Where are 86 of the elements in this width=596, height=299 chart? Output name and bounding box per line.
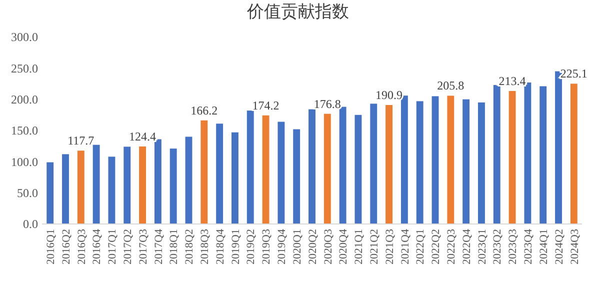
data-label: 213.4	[498, 74, 526, 88]
x-tick-label: 2019Q2	[245, 229, 258, 264]
x-tick-label: 2024Q3	[568, 228, 581, 264]
x-tick-label: 2016Q1	[44, 229, 57, 264]
bar	[92, 144, 100, 224]
x-tick-label: 2020Q4	[338, 228, 350, 264]
y-tick-label: 250.0	[11, 61, 38, 76]
x-tick-label: 2016Q2	[60, 229, 72, 264]
x-tick-label: 2024Q1	[538, 229, 550, 264]
x-tick-label: 2016Q3	[76, 228, 88, 264]
bar	[246, 110, 254, 224]
x-tick-label: 2021Q1	[353, 229, 366, 264]
y-tick-label: 100.0	[11, 154, 38, 169]
x-tick-label: 2018Q1	[168, 229, 180, 264]
data-label: 205.8	[437, 78, 464, 93]
data-label: 117.7	[68, 134, 94, 148]
bar	[493, 84, 500, 224]
bar	[46, 162, 54, 224]
x-tick-label: 2017Q1	[106, 229, 119, 264]
x-tick-label: 2017Q3	[137, 228, 150, 264]
bar	[108, 156, 116, 224]
bar	[139, 146, 146, 224]
bar	[200, 120, 208, 224]
x-tick-label: 2023Q4	[522, 228, 535, 264]
x-tick-label: 2022Q4	[460, 228, 473, 264]
bar	[570, 84, 578, 224]
x-tick-label: 2017Q4	[152, 228, 165, 264]
x-tick-label: 2020Q3	[322, 228, 334, 264]
x-tick-label: 2019Q1	[230, 229, 242, 264]
bar	[216, 124, 224, 224]
bar	[154, 139, 162, 224]
bar	[370, 104, 378, 224]
bar	[293, 129, 300, 224]
x-tick-label: 2023Q2	[492, 229, 504, 264]
bar	[232, 132, 238, 224]
bar	[170, 148, 177, 224]
x-tick-label: 2023Q3	[507, 228, 520, 264]
chart-title: 价值贡献指数	[246, 2, 349, 22]
bar	[508, 90, 516, 224]
bar	[354, 114, 362, 224]
bar	[308, 109, 316, 224]
bar	[555, 71, 562, 224]
bar	[478, 102, 485, 224]
bar	[416, 101, 424, 224]
bar	[62, 154, 69, 224]
data-label: 166.2	[190, 103, 218, 118]
bar	[324, 114, 331, 224]
x-tick-label: 2022Q3	[446, 228, 458, 264]
bar	[386, 105, 392, 224]
data-label: 174.2	[252, 98, 280, 112]
data-label: 176.8	[314, 96, 341, 111]
bar	[447, 96, 454, 224]
y-tick-label: 50.0	[17, 186, 38, 200]
x-tick-label: 2024Q2	[553, 229, 566, 264]
x-tick-label: 2022Q2	[430, 229, 442, 264]
x-tick-label: 2016Q4	[91, 228, 104, 264]
x-tick-label: 2023Q1	[476, 229, 488, 264]
x-tick-label: 2018Q3	[199, 228, 212, 264]
bar	[185, 136, 192, 224]
bar	[540, 86, 547, 224]
x-tick-label: 2020Q1	[291, 229, 304, 264]
y-tick-label: 200.0	[11, 92, 38, 107]
x-tick-label: 2020Q2	[306, 229, 319, 264]
x-tick-label: 2021Q4	[399, 228, 412, 264]
x-tick-label: 2018Q4	[214, 228, 226, 264]
x-tick-label: 2019Q3	[260, 228, 273, 264]
bar	[77, 150, 84, 224]
bar	[524, 82, 532, 224]
y-tick-label: 150.0	[11, 124, 38, 138]
x-tick-label: 2021Q2	[368, 229, 380, 264]
x-tick-label: 2019Q4	[276, 228, 288, 264]
data-label: 124.4	[129, 129, 156, 144]
bar	[124, 146, 131, 224]
bar	[262, 115, 270, 224]
x-tick-label: 2017Q2	[122, 229, 134, 264]
x-tick-label: 2018Q2	[184, 229, 196, 264]
bar	[432, 96, 439, 224]
bar	[400, 96, 408, 224]
data-label: 190.9	[376, 88, 403, 102]
x-tick-label: 2022Q1	[414, 229, 427, 264]
bar	[278, 122, 285, 224]
y-tick-label: 300.0	[11, 30, 38, 44]
y-tick-label: 0.0	[23, 217, 38, 232]
bar	[339, 106, 346, 224]
bar	[462, 99, 470, 224]
x-tick-label: 2021Q3	[384, 228, 396, 264]
